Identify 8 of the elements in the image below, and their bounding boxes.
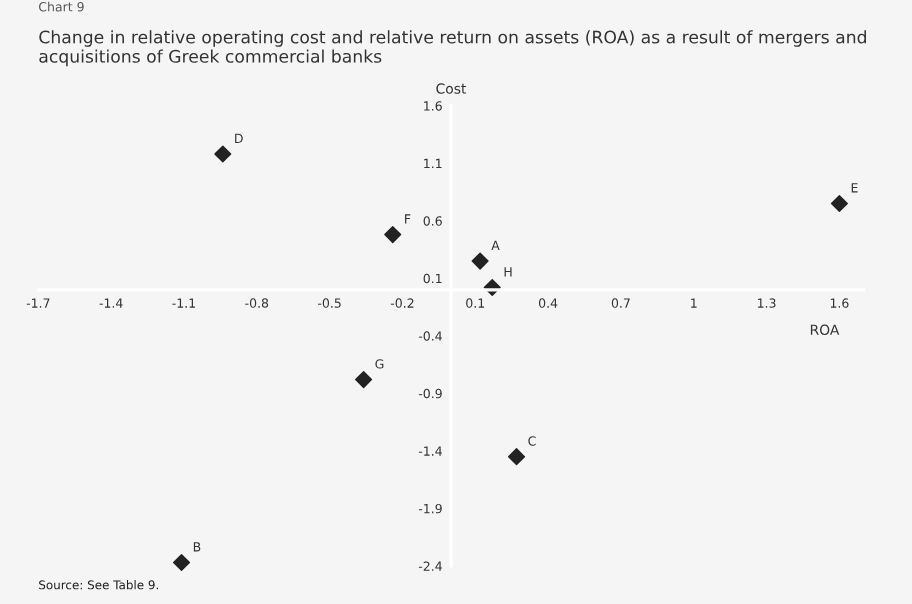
point (471, 252, 489, 270)
point (384, 226, 402, 244)
point (214, 145, 232, 163)
chart-title: Change in relative operating cost and relative return on assets (ROA) as a result of mergers and acquisitions of Greek commercial banks (39, 30, 866, 67)
point (830, 194, 848, 213)
point (507, 448, 526, 466)
point (355, 370, 373, 389)
point (172, 553, 191, 572)
